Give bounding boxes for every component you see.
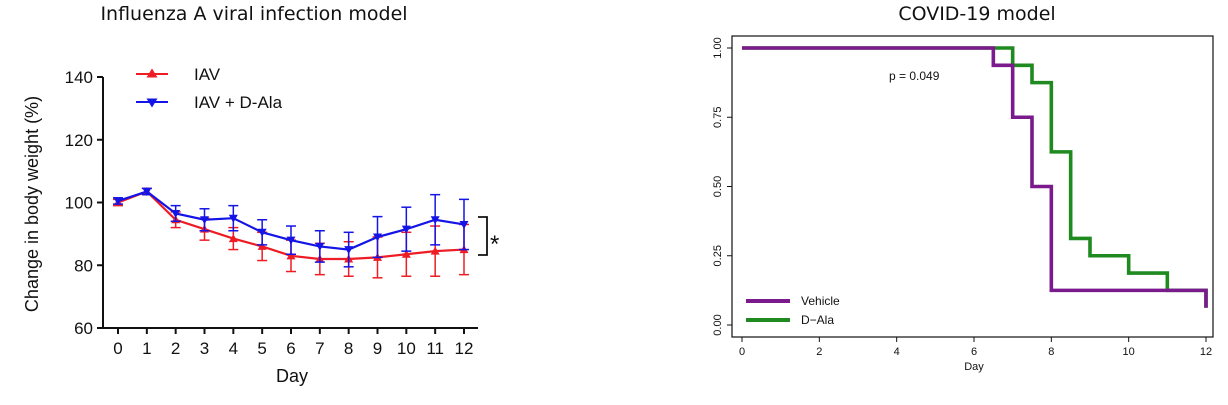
influenza-x-ticks: 0 1 2 3 4 5 6 7 8 9 10 11 12 bbox=[113, 328, 473, 358]
data-point bbox=[257, 241, 267, 250]
influenza-y-ticks: 60 80 100 120 140 bbox=[65, 68, 103, 338]
survival-curve-dala bbox=[742, 46, 1208, 308]
covid-p-value: p = 0.049 bbox=[889, 69, 940, 83]
survival-curve-vehicle bbox=[742, 46, 1208, 308]
data-point bbox=[430, 246, 440, 255]
influenza-x-tick-label: 9 bbox=[373, 339, 382, 358]
legend-item-vehicle: Vehicle bbox=[746, 294, 840, 308]
legend-label-iav: IAV bbox=[194, 65, 221, 84]
influenza-x-tick-label: 6 bbox=[286, 339, 295, 358]
influenza-x-tick-label: 4 bbox=[229, 339, 238, 358]
data-point bbox=[459, 220, 469, 229]
significance-bracket-line bbox=[478, 216, 488, 256]
data-point bbox=[430, 216, 440, 225]
covid-series bbox=[742, 46, 1208, 308]
influenza-x-tick-label: 12 bbox=[455, 339, 474, 358]
data-point bbox=[373, 233, 382, 242]
covid-x-ticks: 0 2 4 6 8 10 12 bbox=[739, 337, 1212, 358]
influenza-chart-title: Influenza A viral infection model bbox=[100, 3, 407, 25]
covid-legend: Vehicle D−Ala bbox=[746, 294, 840, 327]
data-point bbox=[228, 234, 238, 243]
data-point bbox=[401, 249, 411, 258]
legend-item-iav: IAV bbox=[136, 65, 221, 84]
covid-x-tick-label: 12 bbox=[1200, 346, 1212, 358]
legend-marker-iav-dala bbox=[146, 98, 158, 108]
influenza-x-tick-label: 11 bbox=[426, 339, 444, 358]
data-point bbox=[257, 228, 267, 237]
influenza-y-tick-label: 140 bbox=[65, 68, 93, 87]
significance-star: * bbox=[490, 231, 499, 258]
influenza-x-tick-label: 5 bbox=[257, 339, 266, 358]
covid-x-tick-label: 0 bbox=[739, 346, 745, 358]
influenza-y-tick-label: 60 bbox=[74, 319, 93, 338]
covid-x-tick-label: 6 bbox=[971, 346, 977, 358]
legend-label-iav-dala: IAV + D-Ala bbox=[194, 93, 283, 112]
data-point bbox=[344, 246, 354, 255]
covid-y-tick-label: 0.25 bbox=[712, 245, 724, 266]
data-point bbox=[142, 188, 152, 197]
covid-x-tick-label: 4 bbox=[894, 346, 900, 358]
legend-label-dala: D−Ala bbox=[801, 313, 834, 327]
covid-y-tick-label: 1.00 bbox=[712, 37, 724, 58]
data-point bbox=[401, 225, 411, 234]
covid-y-tick-label: 0.50 bbox=[712, 176, 724, 197]
influenza-x-tick-label: 2 bbox=[171, 339, 180, 358]
covid-y-tick-label: 0.00 bbox=[712, 314, 724, 335]
influenza-x-tick-label: 8 bbox=[344, 339, 353, 358]
legend-item-iav-dala: IAV + D-Ala bbox=[136, 93, 283, 112]
influenza-y-axis-label: Change in body weight (%) bbox=[22, 96, 42, 312]
covid-y-tick-label: 0.75 bbox=[712, 107, 724, 128]
series-iav-dala bbox=[113, 187, 469, 268]
influenza-x-axis-label: Day bbox=[276, 366, 308, 386]
influenza-chart: Influenza A viral infection model 608010… bbox=[22, 3, 499, 386]
covid-chart: COVID-19 model 0.00 0.25 0.50 0.75 1.00 0 2 4 6… bbox=[712, 3, 1214, 373]
influenza-legend: IAV IAV + D-Ala bbox=[136, 65, 283, 112]
covid-y-ticks: 0.00 0.25 0.50 0.75 1.00 bbox=[712, 37, 732, 336]
legend-marker-iav bbox=[146, 68, 158, 78]
influenza-y-tick-label: 100 bbox=[65, 194, 93, 213]
influenza-x-tick-label: 7 bbox=[315, 339, 324, 358]
data-point bbox=[171, 209, 181, 218]
influenza-x-tick-label: 10 bbox=[397, 339, 416, 358]
covid-x-tick-label: 8 bbox=[1048, 346, 1054, 358]
influenza-y-tick-label: 120 bbox=[65, 131, 93, 150]
covid-x-axis-label: Day bbox=[964, 361, 984, 373]
influenza-series bbox=[113, 187, 469, 279]
data-point bbox=[315, 242, 325, 251]
covid-chart-title: COVID-19 model bbox=[898, 3, 1055, 25]
influenza-x-tick-label: 1 bbox=[142, 339, 151, 358]
influenza-y-tick-label: 80 bbox=[74, 256, 93, 275]
legend-item-dala: D−Ala bbox=[746, 313, 834, 327]
data-point bbox=[286, 236, 296, 245]
data-point bbox=[113, 197, 123, 206]
covid-x-tick-label: 2 bbox=[816, 346, 822, 358]
data-point bbox=[228, 214, 238, 223]
data-point bbox=[286, 251, 296, 260]
data-point bbox=[200, 216, 209, 225]
significance-bracket: * bbox=[478, 216, 499, 258]
influenza-x-tick-label: 3 bbox=[200, 339, 209, 358]
covid-x-tick-label: 10 bbox=[1123, 346, 1135, 358]
legend-label-vehicle: Vehicle bbox=[801, 294, 840, 308]
influenza-x-tick-label: 0 bbox=[113, 339, 122, 358]
